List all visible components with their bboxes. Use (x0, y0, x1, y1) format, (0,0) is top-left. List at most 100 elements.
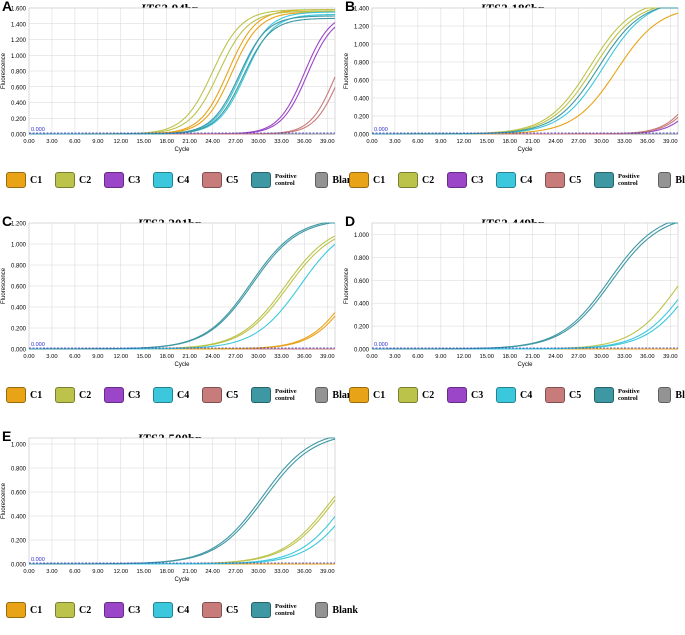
amplification-curve (372, 222, 678, 350)
y-tick-label: 0.400 (11, 515, 27, 521)
legend-item-c1[interactable]: C1 (6, 387, 49, 403)
legend-item-c2[interactable]: C2 (55, 387, 98, 403)
x-tick-label: 24.00 (205, 354, 220, 360)
legend-item-c4[interactable]: C4 (496, 387, 539, 403)
x-tick-label: 36.00 (297, 139, 312, 145)
x-tick-label: 12.00 (114, 354, 129, 360)
y-tick-label: 1.000 (11, 443, 27, 449)
legend-item-pc[interactable]: Positive control (251, 172, 309, 188)
legend-item-c1[interactable]: C1 (349, 172, 392, 188)
legend-item-c2[interactable]: C2 (55, 602, 98, 618)
y-tick-label: 0.600 (354, 79, 370, 85)
series-positive-control (29, 437, 336, 565)
threshold-label: 0.000 (31, 557, 45, 563)
legend-item-blank[interactable]: Blank (315, 172, 358, 188)
x-tick-label: 9.00 (435, 354, 446, 360)
x-tick-label: 39.00 (320, 354, 335, 360)
x-tick-label: 33.00 (274, 354, 289, 360)
legend-item-c3[interactable]: C3 (447, 387, 490, 403)
x-tick-label: 9.00 (92, 354, 103, 360)
legend-item-c4[interactable]: C4 (496, 172, 539, 188)
legend-item-c3[interactable]: C3 (104, 602, 147, 618)
legend-item-pc[interactable]: Positive control (251, 602, 309, 618)
x-tick-label: 36.00 (297, 569, 312, 575)
legend: C1 C2 C3 C4 C5 Positive control Blank (6, 387, 364, 403)
series-positive-control (29, 222, 335, 350)
legend-swatch (55, 387, 75, 403)
y-tick-label: 0.200 (11, 117, 27, 123)
legend-label: Blank (675, 389, 685, 401)
legend-item-c2[interactable]: C2 (398, 172, 441, 188)
x-axis-label: Cycle (174, 577, 190, 583)
legend-item-c4[interactable]: C4 (153, 172, 196, 188)
legend-item-c3[interactable]: C3 (104, 387, 147, 403)
legend-item-c3[interactable]: C3 (104, 172, 147, 188)
series-positive-control (372, 7, 678, 135)
legend-item-c5[interactable]: C5 (202, 602, 245, 618)
y-tick-label: 1.400 (354, 7, 370, 13)
legend-swatch (349, 172, 369, 188)
legend-item-c5[interactable]: C5 (202, 387, 245, 403)
panel-letter: C (2, 213, 13, 229)
x-tick-label: 15.00 (136, 139, 151, 145)
x-axis-label: Cycle (517, 362, 533, 368)
x-tick-label: 27.00 (228, 569, 243, 575)
x-tick-label: 18.00 (502, 139, 517, 145)
legend-item-c5[interactable]: C5 (202, 172, 245, 188)
legend-label: C4 (177, 174, 190, 186)
x-tick-label: 24.00 (205, 139, 220, 145)
legend-label: C5 (569, 174, 582, 186)
legend-label: C3 (128, 604, 141, 616)
legend-item-c1[interactable]: C1 (6, 172, 49, 188)
legend-item-pc[interactable]: Positive control (594, 387, 652, 403)
legend-item-pc[interactable]: Positive control (594, 172, 652, 188)
legend-item-c5[interactable]: C5 (545, 172, 588, 188)
x-axis-label: Cycle (174, 362, 190, 368)
legend-item-c1[interactable]: C1 (6, 602, 49, 618)
x-tick-label: 0.00 (23, 139, 34, 145)
legend-item-c5[interactable]: C5 (545, 387, 588, 403)
y-tick-label: 0.800 (11, 467, 27, 473)
x-tick-label: 33.00 (274, 139, 289, 145)
legend-item-blank[interactable]: Blank (658, 172, 685, 188)
x-tick-label: 24.00 (548, 354, 563, 360)
legend-item-blank[interactable]: Blank (315, 602, 358, 618)
legend-swatch (55, 602, 75, 618)
legend-item-pc[interactable]: Positive control (251, 387, 309, 403)
qpcr-chart: 0.000 0.200 0.400 0.600 0.800 1.000 1.200 1.400… (1, 7, 336, 153)
legend-swatch (153, 172, 173, 188)
plot-area (371, 222, 679, 350)
x-tick-label: 24.00 (205, 569, 220, 575)
threshold-label: 0.000 (31, 127, 45, 133)
legend-swatch (251, 387, 271, 403)
legend-swatch (658, 387, 672, 403)
legend-item-blank[interactable]: Blank (658, 387, 685, 403)
legend-swatch (153, 387, 173, 403)
legend-item-c1[interactable]: C1 (349, 387, 392, 403)
series-positive-control (372, 222, 678, 350)
legend-label: C2 (79, 604, 92, 616)
x-tick-label: 15.00 (136, 354, 151, 360)
y-axis-label: Fluorescence (344, 267, 350, 304)
legend-item-c4[interactable]: C4 (153, 602, 196, 618)
legend-item-c2[interactable]: C2 (55, 172, 98, 188)
legend-swatch (398, 172, 418, 188)
legend-label: Positive control (275, 603, 297, 617)
legend-item-c3[interactable]: C3 (447, 172, 490, 188)
y-axis-label: Fluorescence (344, 52, 350, 89)
y-tick-label: 0.000 (11, 133, 27, 139)
x-tick-label: 6.00 (69, 354, 80, 360)
x-tick-label: 6.00 (69, 569, 80, 575)
y-tick-label: 0.600 (11, 285, 27, 291)
legend-item-blank[interactable]: Blank (315, 387, 358, 403)
y-tick-label: 0.200 (11, 539, 27, 545)
y-tick-label: 0.200 (354, 115, 370, 121)
legend-swatch (315, 602, 329, 618)
y-tick-label: 0.800 (354, 61, 370, 67)
amplification-curve (372, 7, 678, 135)
threshold-label: 0.000 (374, 342, 388, 348)
panel-a: AITS2-94bp0.0000.2000.4000.6000.8001.000… (0, 0, 358, 205)
legend-item-c2[interactable]: C2 (398, 387, 441, 403)
legend-item-c4[interactable]: C4 (153, 387, 196, 403)
x-tick-label: 30.00 (251, 354, 266, 360)
